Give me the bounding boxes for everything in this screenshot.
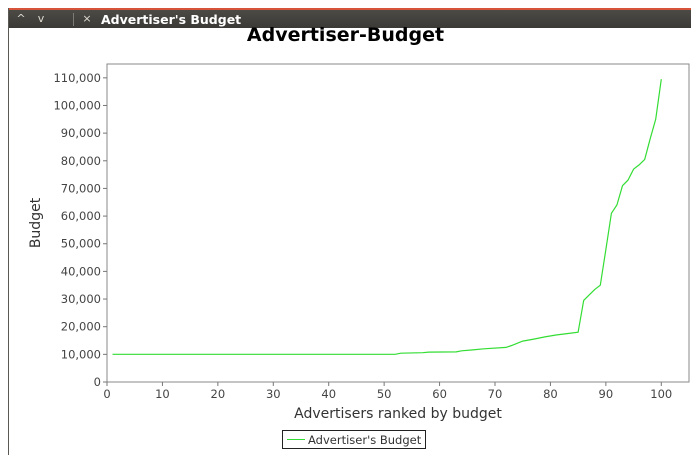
y-axis-label: Budget [28,197,44,248]
title-bar: ^ v × Advertiser's Budget [9,8,691,28]
y-tick-label: 60,000 [61,209,101,223]
minimize-button[interactable]: ^ [13,11,29,27]
series-line [112,79,662,355]
x-axis-label: Advertisers ranked by budget [294,406,502,422]
y-tick-label: 0 [94,375,101,389]
y-tick-label: 20,000 [61,320,101,334]
y-tick-label: 90,000 [61,126,101,140]
chart-title: Advertiser-Budget [246,24,445,46]
titlebar-divider [73,13,74,26]
series-layer [112,79,662,355]
x-tick-label: 60 [432,387,447,401]
chart-axes: 0 10,000 20,000 30,000 40,000 50,000 60,000 70,… [53,63,690,401]
y-tick-label: 100,000 [53,98,101,112]
x-tick-label: 10 [155,387,170,401]
x-tick-label: 90 [599,387,614,401]
chart-legend: Advertiser's Budget [282,430,427,449]
y-tick-label: 30,000 [61,292,101,306]
chevron-up-icon: ^ [16,12,26,25]
close-button[interactable]: × [79,11,95,27]
y-tick-label: 50,000 [61,237,101,251]
x-tick-label: 20 [211,387,226,401]
window-title: Advertiser's Budget [101,12,242,27]
x-tick-label: 80 [543,387,558,401]
y-tick-label: 80,000 [61,154,101,168]
x-tick-label: 0 [103,387,110,401]
chevron-down-icon: v [37,12,45,25]
maximize-button[interactable]: v [33,11,49,27]
legend-label: Advertiser's Budget [308,432,422,447]
x-tick-label: 100 [650,387,672,401]
plot-area [106,63,690,383]
y-tick-label: 110,000 [53,71,101,85]
legend-swatch [287,439,305,440]
x-tick-label: 70 [488,387,503,401]
close-icon: × [82,12,92,25]
y-tick-label: 70,000 [61,181,101,195]
x-tick-label: 40 [321,387,336,401]
y-tick-label: 10,000 [61,347,101,361]
x-tick-label: 30 [266,387,281,401]
y-tick-label: 40,000 [61,264,101,278]
x-tick-label: 50 [377,387,392,401]
